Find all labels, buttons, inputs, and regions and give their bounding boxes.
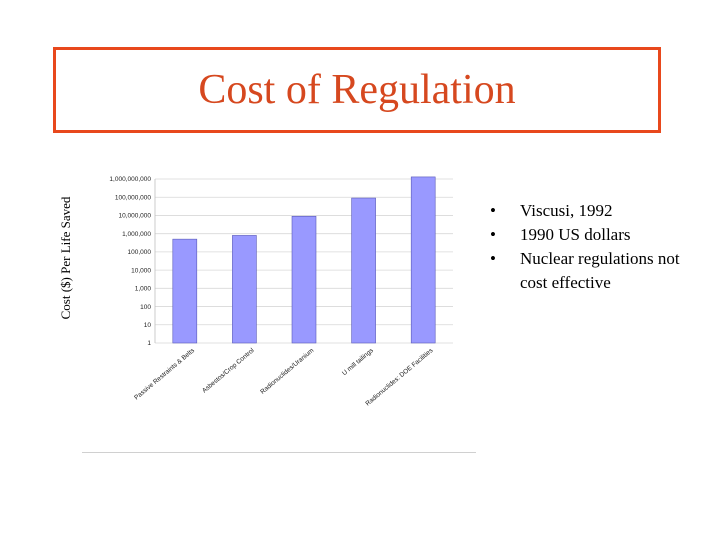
y-tick-label: 1,000,000 — [122, 231, 151, 238]
bullet-dot-icon: • — [490, 225, 496, 244]
bar — [172, 238, 198, 344]
y-tick-label: 1,000 — [135, 286, 152, 293]
y-tick-labels: 1 10 100 1,000 10,000 100,000 1,000,000 10,000,… — [109, 176, 151, 347]
category-label: U mill tailings — [341, 347, 375, 377]
bullet-item: • 1990 US dollars — [490, 223, 690, 247]
category-label: Passive Restraints & Belts — [133, 347, 196, 402]
y-tick-label: 1 — [147, 340, 151, 347]
bars — [172, 176, 436, 344]
bullet-item: • Viscusi, 1992 — [490, 199, 690, 223]
bullet-list: • Viscusi, 1992 • 1990 US dollars • Nuclear r… — [490, 199, 690, 295]
y-tick-label: 100,000,000 — [115, 194, 152, 201]
bar — [351, 197, 376, 344]
bar — [410, 176, 436, 344]
y-tick-label: 10 — [144, 322, 152, 329]
category-label: Radionuclides: DOE Facilities — [364, 347, 435, 408]
bullet-text: 1990 US dollars — [520, 225, 631, 244]
title-box: Cost of Regulation — [53, 47, 661, 133]
bar — [232, 235, 257, 344]
category-label: Asbestos/Crop Control — [201, 347, 256, 395]
grid-layer — [154, 178, 453, 344]
y-tick-label: 10,000,000 — [118, 213, 151, 220]
footer-divider — [82, 452, 476, 453]
bullet-dot-icon: • — [490, 201, 496, 220]
bullet-item: • Nuclear regulations not cost effective — [490, 247, 690, 295]
category-label: Radionuclides/Uranium — [259, 347, 315, 396]
y-tick-label: 100 — [140, 304, 151, 311]
y-tick-label: 10,000 — [131, 267, 151, 274]
bar — [291, 215, 317, 344]
bullet-dot-icon: • — [490, 249, 496, 268]
page-title: Cost of Regulation — [198, 67, 516, 113]
y-tick-label: 1,000,000,000 — [109, 176, 151, 183]
category-labels: Passive Restraints & Belts Asbestos/Crop … — [133, 347, 435, 408]
y-tick-label: 100,000 — [128, 249, 152, 256]
bullet-text: Nuclear regulations not cost effective — [520, 249, 680, 292]
bullet-text: Viscusi, 1992 — [520, 201, 613, 220]
